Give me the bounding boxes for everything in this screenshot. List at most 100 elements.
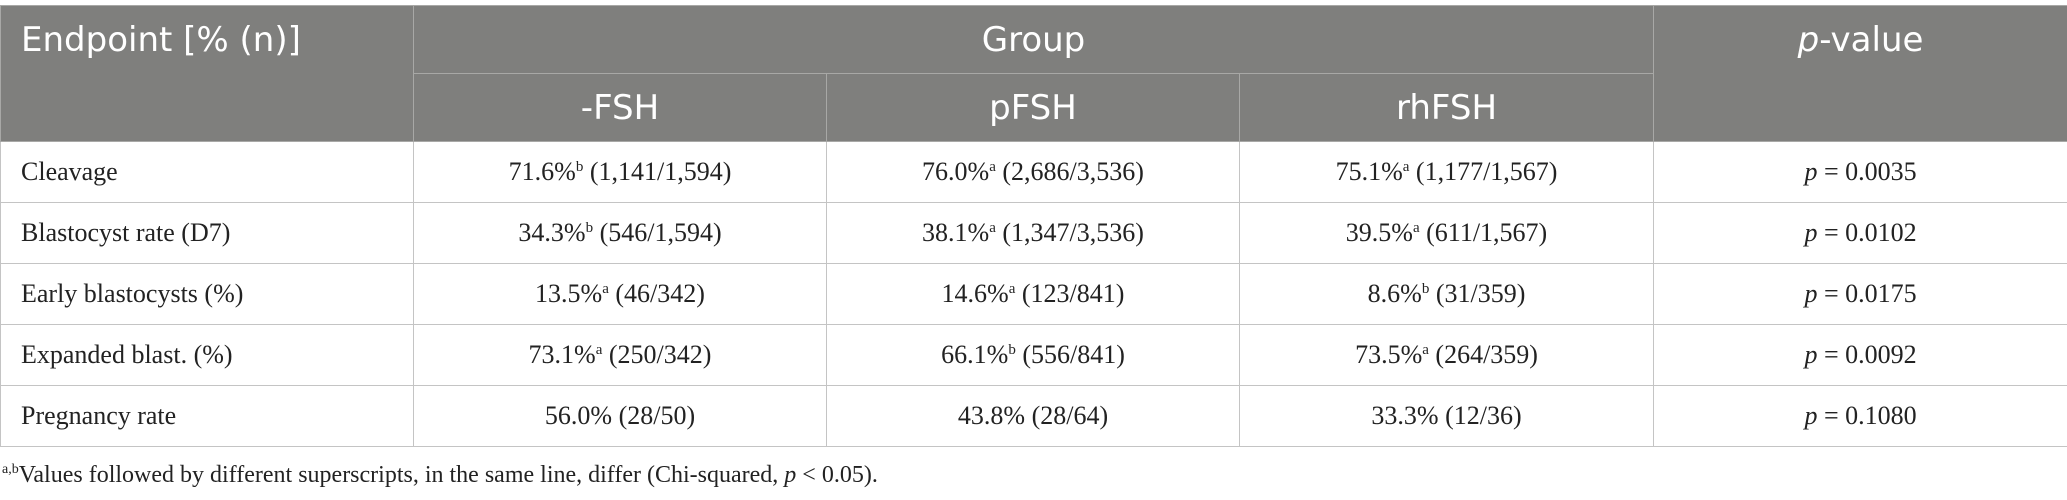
results-table: Endpoint [% (n)] Group p-value -FSH pFSH r… <box>0 5 2067 447</box>
superscript: b <box>1421 281 1430 297</box>
p-italic: p <box>1804 340 1818 369</box>
p-italic: p <box>1797 20 1820 60</box>
value-cell: 71.6%b (1,141/1,594) <box>413 141 827 203</box>
group-header: Group <box>412 5 1655 74</box>
value-cell: 13.5%a (46/342) <box>413 263 827 325</box>
value-cell: 39.5%a (611/1,567) <box>1238 202 1655 264</box>
superscript: b <box>575 159 584 175</box>
footnote-text: Values followed by different superscript… <box>18 462 785 488</box>
table-body: Cleavage 71.6%b (1,141/1,594) 76.0%a (2,68… <box>0 141 2067 447</box>
p-italic: p <box>1804 157 1818 186</box>
value: 73.1% <box>528 340 596 369</box>
p-italic: p <box>1804 279 1818 308</box>
p-value: = 0.0102 <box>1823 218 1917 247</box>
count: (28/64) <box>1031 401 1109 430</box>
p-value-cell: p = 0.0175 <box>1653 263 2067 325</box>
group-label: rhFSH <box>1238 73 1655 142</box>
value-cell: 38.1%a (1,347/3,536) <box>826 202 1240 264</box>
value-cell: 75.1%a (1,177/1,567) <box>1238 141 1655 203</box>
endpoint-cell: Expanded blast. (%) <box>0 324 414 386</box>
group-row: -FSH pFSH rhFSH <box>1 73 2067 142</box>
count: (31/359) <box>1435 279 1526 308</box>
count: (250/342) <box>608 340 712 369</box>
p-value: = 0.1080 <box>1823 401 1917 430</box>
p-value: = 0.0175 <box>1823 279 1917 308</box>
value-cell: 8.6%b (31/359) <box>1238 263 1655 325</box>
count: (546/1,594) <box>599 218 722 247</box>
superscript: a <box>1008 281 1016 297</box>
count: (123/841) <box>1021 279 1125 308</box>
count: (264/359) <box>1435 340 1538 369</box>
count: (28/50) <box>618 401 696 430</box>
endpoint-cell: Blastocyst rate (D7) <box>0 202 414 264</box>
value: 33.3% <box>1371 401 1439 430</box>
value: 39.5% <box>1345 218 1413 247</box>
endpoint-cell: Early blastocysts (%) <box>0 263 414 325</box>
count: (12/36) <box>1445 401 1522 430</box>
footnote-end: < 0.05). <box>796 462 878 488</box>
p-value: = 0.0035 <box>1823 157 1917 186</box>
p-value: = 0.0092 <box>1823 340 1917 369</box>
count: (46/342) <box>615 279 705 308</box>
p-value-cell: p = 0.1080 <box>1653 385 2067 447</box>
footnote: a,bValues followed by different superscr… <box>2 462 878 489</box>
value-cell: 73.1%a (250/342) <box>413 324 827 386</box>
table-row: Early blastocysts (%) 13.5%a (46/342) 14.6… <box>0 263 2067 325</box>
header-row: Endpoint [% (n)] Group p-value <box>0 5 2067 142</box>
value-cell: 73.5%a (264/359) <box>1238 324 1655 386</box>
table-row: Blastocyst rate (D7) 34.3%b (546/1,594) 38… <box>0 202 2067 264</box>
count: (556/841) <box>1022 340 1125 369</box>
endpoint-cell: Cleavage <box>0 141 414 203</box>
group-label: pFSH <box>826 73 1240 142</box>
endpoint-cell: Pregnancy rate <box>0 385 414 447</box>
count: (1,177/1,567) <box>1415 157 1558 186</box>
value: 73.5% <box>1355 340 1423 369</box>
superscript: b <box>585 220 594 236</box>
p-italic: p <box>1804 218 1818 247</box>
superscript: a <box>1402 159 1410 175</box>
p-value-rest: -value <box>1819 20 1924 60</box>
value: 43.8% <box>957 401 1026 430</box>
table-header: Endpoint [% (n)] Group p-value -FSH pFSH r… <box>0 5 2067 142</box>
value: 34.3% <box>518 218 586 247</box>
value: 38.1% <box>922 218 990 247</box>
p-value-header: p-value <box>1653 5 2067 142</box>
p-value-cell: p = 0.0035 <box>1653 141 2067 203</box>
group-label: -FSH <box>413 73 827 142</box>
count: (611/1,567) <box>1426 218 1548 247</box>
value-cell: 56.0% (28/50) <box>413 385 827 447</box>
superscript: b <box>1008 342 1016 358</box>
endpoint-header: Endpoint [% (n)] <box>0 5 414 142</box>
value-cell: 43.8% (28/64) <box>826 385 1240 447</box>
value: 14.6% <box>941 279 1009 308</box>
superscript: a <box>989 159 996 175</box>
p-value-cell: p = 0.0092 <box>1653 324 2067 386</box>
value-cell: 14.6%a (123/841) <box>826 263 1240 325</box>
table-row: Cleavage 71.6%b (1,141/1,594) 76.0%a (2,68… <box>0 141 2067 203</box>
superscript: a <box>1412 220 1420 236</box>
superscript: a <box>595 342 603 358</box>
p-value-cell: p = 0.0102 <box>1653 202 2067 264</box>
p-italic: p <box>1804 401 1818 430</box>
value: 66.1% <box>941 340 1009 369</box>
count: (1,141/1,594) <box>589 157 732 186</box>
value: 71.6% <box>508 157 576 186</box>
table-row: Pregnancy rate 56.0% (28/50) 43.8% (28/64)… <box>0 385 2067 447</box>
value: 75.1% <box>1335 157 1403 186</box>
superscript: a <box>602 281 609 297</box>
value-cell: 33.3% (12/36) <box>1238 385 1655 447</box>
footnote-italic: p <box>784 462 797 488</box>
table-row: Expanded blast. (%) 73.1%a (250/342) 66.1%… <box>0 324 2067 386</box>
count: (2,686/3,536) <box>1002 157 1144 186</box>
value: 13.5% <box>535 279 603 308</box>
value: 8.6% <box>1367 279 1422 308</box>
superscript: a <box>989 220 996 236</box>
count: (1,347/3,536) <box>1002 218 1144 247</box>
value: 76.0% <box>922 157 990 186</box>
superscript: a <box>1422 342 1429 358</box>
value-cell: 66.1%b (556/841) <box>826 324 1240 386</box>
value-cell: 76.0%a (2,686/3,536) <box>826 141 1240 203</box>
value-cell: 34.3%b (546/1,594) <box>413 202 827 264</box>
footnote-sup: a,b <box>2 462 19 477</box>
